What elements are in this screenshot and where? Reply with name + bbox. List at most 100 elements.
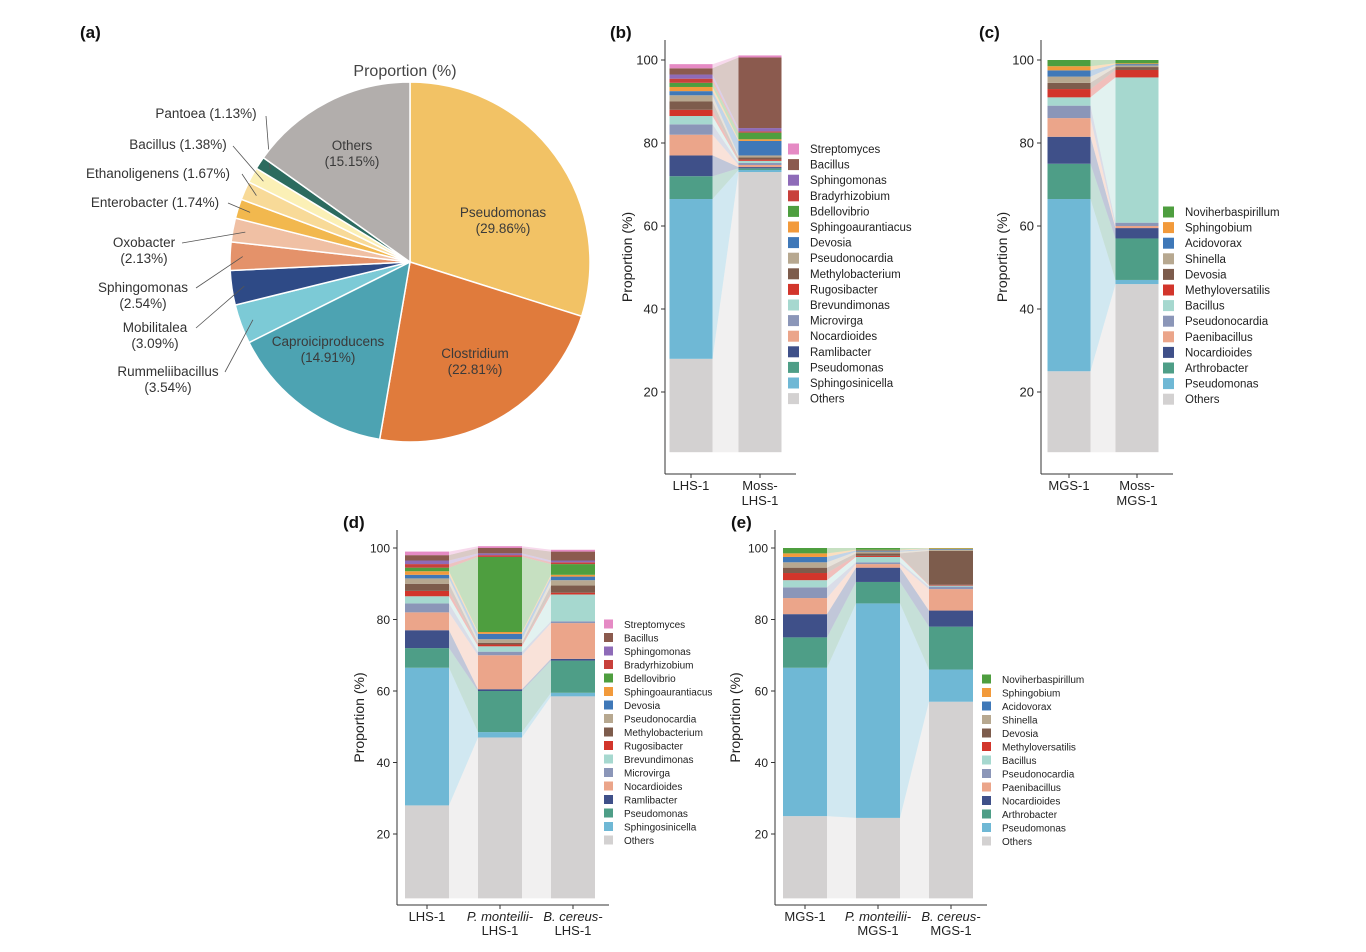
bar-segment-e-p-monteilii-mgs-1-noviherbaspirillum <box>856 548 900 550</box>
pie-slice-clostridium <box>378 261 583 443</box>
bar-segment-b-moss-lhs-1-rugosibacter <box>738 159 782 161</box>
bar-segment-d-b-cereus-lhs-1-bacillus <box>551 551 595 561</box>
x-tick-label-d-1-1: LHS-1 <box>482 923 519 938</box>
bar-segment-b-moss-lhs-1-sphingosinicella <box>738 169 782 173</box>
y-tick-label-c-100: 100 <box>1012 53 1034 68</box>
flow-band-d-devosia-1 <box>522 576 551 640</box>
legend-label-c-devosia: Devosia <box>1185 269 1227 281</box>
y-tick-label-b-60: 60 <box>644 219 658 234</box>
bar-segment-d-p-monteilii-lhs-1-bradyrhizobium <box>478 555 522 557</box>
x-tick-label-e-0-0: MGS-1 <box>784 909 825 924</box>
flow-band-b-microvirga-0 <box>712 124 739 165</box>
legend-swatch-d-nocardioides <box>604 781 613 791</box>
legend-label-d-bacillus: Bacillus <box>624 634 658 645</box>
flow-band-e-acidovorax-1 <box>900 549 929 552</box>
bar-segment-e-p-monteilii-mgs-1-arthrobacter <box>856 581 900 604</box>
bar-segment-d-b-cereus-lhs-1-sphingomonas <box>551 560 595 563</box>
pie-value-oxobacter: (2.13%) <box>120 251 167 266</box>
bar-segment-e-mgs-1-methyloversatilis <box>783 573 827 581</box>
legend-swatch-e-arthrobacter <box>982 809 991 819</box>
y-tick-label-e-100: 100 <box>748 542 768 556</box>
bar-segment-b-moss-lhs-1-microvirga <box>738 162 782 165</box>
pie-label-pantoea: Pantoea (1.13%) <box>155 106 256 121</box>
legend-label-e-nocardioides: Nocardioides <box>1002 797 1060 808</box>
legend-swatch-b-rugosibacter <box>788 283 799 295</box>
bar-segment-d-p-monteilii-lhs-1-microvirga <box>478 651 522 656</box>
legend-swatch-b-pseudonocardia <box>788 252 799 264</box>
y-tick-label-d-60: 60 <box>377 685 391 699</box>
flow-band-d-nocardioides-0 <box>449 612 478 690</box>
bar-segment-b-moss-lhs-1-sphingomonas <box>738 128 782 132</box>
flow-band-b-sphingomonas-0 <box>712 74 739 132</box>
legend-label-b-pseudonocardia: Pseudonocardia <box>810 253 894 265</box>
legend-label-e-acidovorax: Acidovorax <box>1002 702 1051 713</box>
pie-label-mobilitalea: Mobilitalea <box>123 320 188 335</box>
x-tick-label-d-0-0: LHS-1 <box>409 909 446 924</box>
legend-label-c-nocardioides: Nocardioides <box>1185 347 1252 359</box>
flow-band-b-streptomyces-0 <box>712 55 739 69</box>
bar-segment-d-b-cereus-lhs-1-microvirga <box>551 621 595 624</box>
bar-segment-e-p-monteilii-mgs-1-others <box>856 817 900 899</box>
flow-band-d-devosia-0 <box>449 574 478 640</box>
flow-band-d-bacillus-0 <box>449 548 478 561</box>
legend-swatch-b-bradyrhizobium <box>788 190 799 202</box>
bar-segment-d-b-cereus-lhs-1-pseudomonas <box>551 660 595 693</box>
legend-swatch-d-pseudonocardia <box>604 714 613 723</box>
bar-segment-e-p-monteilii-mgs-1-nocardioides <box>856 567 900 582</box>
bar-segment-b-lhs-1-microvirga <box>669 124 713 135</box>
bar-segment-d-lhs-1-streptomyces <box>405 551 449 556</box>
legend-label-e-bacillus: Bacillus <box>1002 756 1036 767</box>
flow-band-c-sphingobium-0 <box>1090 63 1116 71</box>
bar-segment-d-b-cereus-lhs-1-streptomyces <box>551 549 595 552</box>
legend-label-c-pseudonocardia: Pseudonocardia <box>1185 316 1269 328</box>
flow-band-e-shinella-0 <box>827 551 856 568</box>
bar-segment-d-p-monteilii-lhs-1-pseudomonas <box>478 691 522 733</box>
y-tick-label-d-20: 20 <box>377 828 391 842</box>
bar-segment-e-b-cereus-mgs-1-pseudomonas <box>929 669 973 702</box>
bar-segment-d-lhs-1-methylobacterium <box>405 583 449 591</box>
legend-swatch-d-rugosibacter <box>604 741 613 750</box>
bar-segment-b-moss-lhs-1-devosia <box>738 140 782 156</box>
leader-line-rummeliibacillus <box>224 319 254 373</box>
bar-segment-c-moss-mgs-1-arthrobacter <box>1115 238 1159 280</box>
flow-band-e-paenibacillus-0 <box>827 564 856 615</box>
legend-label-b-bdellovibrio: Bdellovibrio <box>810 206 869 218</box>
y-tick-label-c-60: 60 <box>1020 219 1034 234</box>
legend-label-c-bacillus: Bacillus <box>1185 301 1225 313</box>
bar-segment-d-b-cereus-lhs-1-nocardioides <box>551 623 595 659</box>
legend-swatch-e-bacillus <box>982 755 991 765</box>
flow-band-e-arthrobacter-0 <box>827 582 856 668</box>
legend-label-d-rugosibacter: Rugosibacter <box>624 742 684 753</box>
flow-band-d-sphingomonas-0 <box>449 553 478 565</box>
legend-label-e-pseudonocardia: Pseudonocardia <box>1002 770 1075 781</box>
bar-segment-e-b-cereus-mgs-1-shinella <box>929 549 973 551</box>
legend-label-d-pseudonocardia: Pseudonocardia <box>624 715 697 726</box>
flow-band-e-pseudomonas-0 <box>827 603 856 818</box>
legend-swatch-d-pseudomonas <box>604 808 613 818</box>
legend-swatch-e-methyloversatilis <box>982 742 991 751</box>
legend-label-e-sphingobium: Sphingobium <box>1002 689 1060 700</box>
bar-segment-b-moss-lhs-1-bradyrhizobium <box>738 131 782 133</box>
bar-segment-c-mgs-1-pseudomonas <box>1047 199 1091 372</box>
legend-swatch-e-noviherbaspirillum <box>982 674 991 684</box>
legend-label-d-bradyrhizobium: Bradyrhizobium <box>624 661 693 672</box>
legend-label-d-others: Others <box>624 836 654 847</box>
flow-band-c-pseudomonas-0 <box>1090 199 1116 372</box>
legend-swatch-e-pseudonocardia <box>982 769 991 778</box>
bar-segment-c-mgs-1-pseudonocardia <box>1047 105 1091 119</box>
flow-band-b-brevundimonas-0 <box>712 116 739 163</box>
flow-band-e-pseudonocardia-0 <box>827 562 856 598</box>
bar-segment-d-b-cereus-lhs-1-others <box>551 696 595 899</box>
flow-band-e-others-1 <box>900 701 929 899</box>
bar-segment-c-moss-mgs-1-pseudonocardia <box>1115 222 1159 226</box>
pie-label-bacillus: Bacillus (1.38%) <box>129 137 227 152</box>
bar-segment-d-lhs-1-pseudomonas <box>405 648 449 668</box>
leader-line-bacillus <box>232 145 264 182</box>
bar-segment-d-p-monteilii-lhs-1-rugosibacter <box>478 644 522 647</box>
flow-band-d-streptomyces-1 <box>522 546 551 552</box>
flow-band-d-ramlibacter-1 <box>522 658 551 691</box>
bar-segment-b-lhs-1-sphingomonas <box>669 74 713 79</box>
bar-segment-e-mgs-1-shinella <box>783 562 827 568</box>
bar-segment-c-moss-mgs-1-sphingobium <box>1115 63 1159 65</box>
legend-swatch-d-microvirga <box>604 768 613 777</box>
